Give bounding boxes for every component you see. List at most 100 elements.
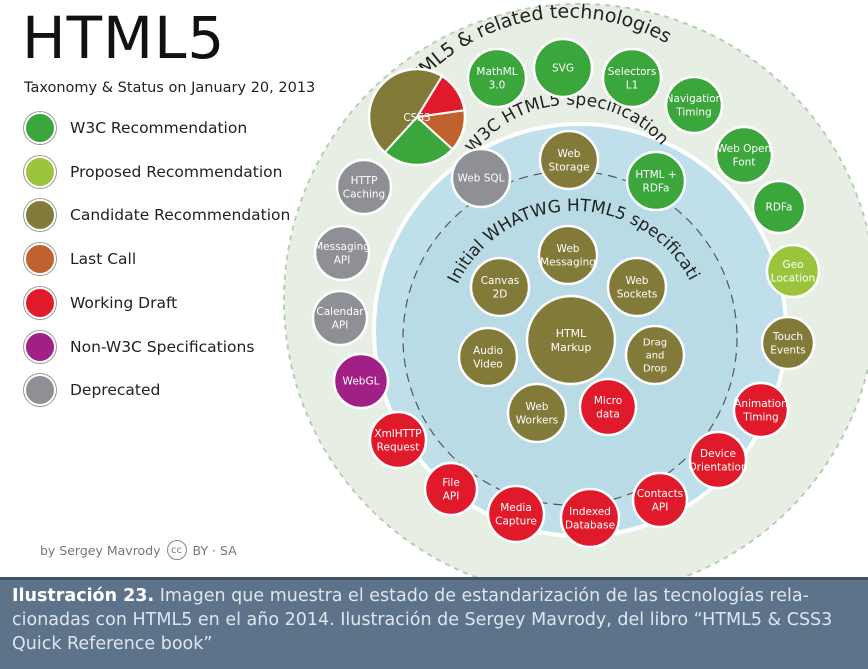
node-label: XmlHTTP Request xyxy=(374,428,421,454)
node-circle xyxy=(532,37,594,99)
node-label: HTML Markup xyxy=(551,327,592,354)
node-circle xyxy=(625,150,687,212)
node-label: SVG xyxy=(552,63,574,75)
node-circle xyxy=(486,484,546,544)
node-label: Web Open Font xyxy=(717,143,771,169)
legend-swatch xyxy=(24,374,56,406)
node-navigation-timing: Navigation Timing xyxy=(664,75,724,135)
legend-item-non-w3c: Non-W3C Specifications xyxy=(24,331,254,363)
node-web-storage: Web Storage xyxy=(538,129,600,191)
legend-item-last-call: Last Call xyxy=(24,243,136,275)
node-web-sockets: Web Sockets xyxy=(606,256,668,318)
node-drag-and-drop: Drag and Drop xyxy=(624,324,686,386)
node-circle xyxy=(751,179,807,235)
legend-label: Proposed Recommendation xyxy=(70,163,283,181)
node-file-api: File API xyxy=(423,461,479,517)
node-circle xyxy=(631,471,689,529)
css3-pie-border xyxy=(367,67,467,167)
figure-caption: Ilustración 23. Imagen que muestra el es… xyxy=(0,577,868,669)
legend-label: Deprecated xyxy=(70,381,161,399)
html5-infographic: HTML5 & related technologies W3C HTML5 s… xyxy=(0,0,868,577)
legend-swatch xyxy=(24,112,56,144)
node-label: Web Workers xyxy=(516,401,558,427)
node-circle xyxy=(578,377,638,437)
credit-license: BY · SA xyxy=(192,542,237,558)
node-animation-timing: Animation Timing xyxy=(732,381,790,439)
node-calendar-api: Calendar API xyxy=(311,289,369,347)
node-geo-location: Geo Location xyxy=(765,243,821,299)
legend-swatch xyxy=(24,287,56,319)
node-circle xyxy=(624,324,686,386)
node-circle xyxy=(332,352,390,410)
node-circle xyxy=(688,430,748,490)
node-label: Selectors L1 xyxy=(608,66,657,92)
credit-author: by Sergey Mavrody xyxy=(40,542,161,558)
node-contacts-api: Contacts API xyxy=(631,471,689,529)
node-http-caching: HTTP Caching xyxy=(335,158,393,216)
node-web-sql: Web SQL xyxy=(450,147,512,209)
node-label: Messaging API xyxy=(314,241,370,266)
node-label: Micro data xyxy=(594,395,622,421)
node-label: File API xyxy=(442,477,460,503)
legend-item-w3c-recommendation: W3C Recommendation xyxy=(24,112,247,144)
node-circle xyxy=(732,381,790,439)
node-web-messaging: Web Messaging xyxy=(537,224,599,286)
node-circle xyxy=(714,125,774,185)
node-circle xyxy=(466,47,528,109)
node-circle xyxy=(664,75,724,135)
node-label: Contacts API xyxy=(637,488,683,514)
legend-label: Non-W3C Specifications xyxy=(70,338,255,356)
node-circle xyxy=(601,47,663,109)
node-circle xyxy=(423,461,479,517)
node-circle xyxy=(368,410,428,470)
node-label: HTML + RDFa xyxy=(635,169,676,195)
node-circle xyxy=(537,224,599,286)
node-circle xyxy=(335,158,393,216)
node-touch-events: Touch Events xyxy=(760,315,816,371)
node-audio-video: Audio Video xyxy=(457,326,519,388)
node-micro-data: Micro data xyxy=(578,377,638,437)
node-indexed-database: Indexed Database xyxy=(559,487,621,549)
node-circle xyxy=(457,326,519,388)
node-circle xyxy=(313,224,371,282)
node-label: Geo Location xyxy=(771,259,815,285)
node-html-markup: HTML Markup xyxy=(525,294,617,386)
node-circle xyxy=(450,147,512,209)
node-label: Animation Timing xyxy=(734,398,788,424)
node-web-workers: Web Workers xyxy=(506,382,568,444)
node-xmlhttp-request: XmlHTTP Request xyxy=(368,410,428,470)
legend-swatch xyxy=(24,156,56,188)
legend-item-candidate-recommendation: Candidate Recommendation xyxy=(24,199,290,231)
node-circle xyxy=(469,256,531,318)
page-subtitle: Taxonomy & Status on January 20, 2013 xyxy=(24,80,316,96)
legend-item-working-draft: Working Draft xyxy=(24,287,177,319)
node-label: HTTP Caching xyxy=(343,175,385,201)
node-circle xyxy=(525,294,617,386)
node-label: Audio Video xyxy=(473,345,503,371)
node-label: Drag and Drop xyxy=(643,338,667,375)
node-circle xyxy=(506,382,568,444)
node-rdfa: RDFa xyxy=(751,179,807,235)
node-circle xyxy=(311,289,369,347)
legend-swatch xyxy=(24,199,56,231)
css3-label: CSS3 xyxy=(403,112,430,124)
node-label: Web Sockets xyxy=(617,275,658,301)
node-label: Media Capture xyxy=(495,502,537,528)
node-label: Indexed Database xyxy=(565,506,615,532)
node-mathml-3-0: MathML 3.0 xyxy=(466,47,528,109)
node-label: Touch Events xyxy=(770,331,806,357)
legend-label: Candidate Recommendation xyxy=(70,206,291,224)
caption-label: Ilustración 23. xyxy=(12,586,155,606)
node-canvas-2d: Canvas 2D xyxy=(469,256,531,318)
node-circle xyxy=(606,256,668,318)
legend-label: Last Call xyxy=(70,250,137,268)
node-label: Device Orientation xyxy=(688,448,747,474)
node-circle xyxy=(765,243,821,299)
node-label: Web SQL xyxy=(457,173,504,185)
page-title: HTML5 xyxy=(22,4,226,72)
node-media-capture: Media Capture xyxy=(486,484,546,544)
node-circle xyxy=(538,129,600,191)
legend-label: W3C Recommendation xyxy=(70,119,248,137)
node-webgl: WebGL xyxy=(332,352,390,410)
